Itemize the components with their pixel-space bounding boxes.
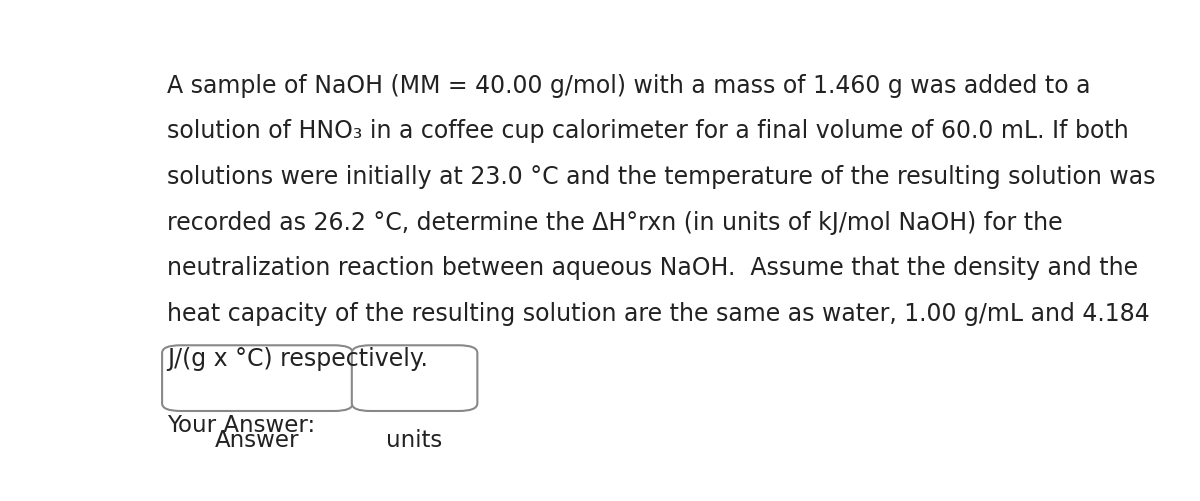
Text: units: units <box>386 428 443 451</box>
Text: recorded as 26.2 °C, determine the ΔH°rxn (in units of kJ/mol NaOH) for the: recorded as 26.2 °C, determine the ΔH°rx… <box>167 210 1062 234</box>
Text: solution of HNO₃ in a coffee cup calorimeter for a final volume of 60.0 mL. If b: solution of HNO₃ in a coffee cup calorim… <box>167 119 1128 143</box>
Text: Answer: Answer <box>215 428 300 451</box>
Text: solutions were initially at 23.0 °C and the temperature of the resulting solutio: solutions were initially at 23.0 °C and … <box>167 165 1156 188</box>
Text: J/(g x °C) respectively.: J/(g x °C) respectively. <box>167 347 427 371</box>
Text: heat capacity of the resulting solution are the same as water, 1.00 g/mL and 4.1: heat capacity of the resulting solution … <box>167 301 1150 325</box>
Text: Your Answer:: Your Answer: <box>167 413 314 436</box>
FancyBboxPatch shape <box>352 346 478 411</box>
Text: A sample of NaOH (MM = 40.00 g/mol) with a mass of 1.460 g was added to a: A sample of NaOH (MM = 40.00 g/mol) with… <box>167 74 1091 98</box>
Text: neutralization reaction between aqueous NaOH.  Assume that the density and the: neutralization reaction between aqueous … <box>167 256 1138 280</box>
FancyBboxPatch shape <box>162 346 353 411</box>
